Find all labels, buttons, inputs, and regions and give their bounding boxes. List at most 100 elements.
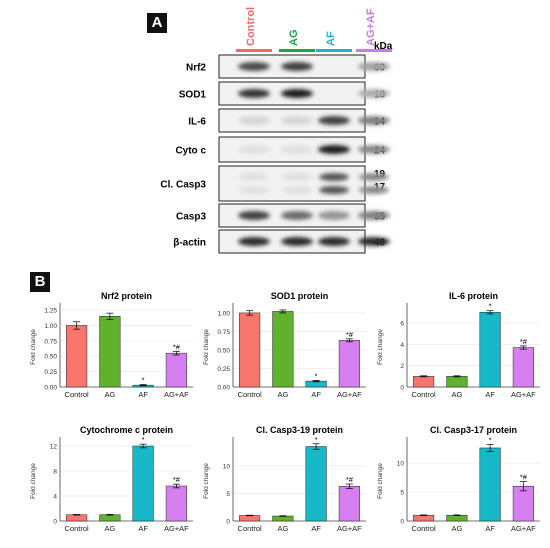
chart-title: Cl. Casp3-19 protein <box>256 425 343 435</box>
x-tick-label: AG <box>277 390 288 399</box>
bar <box>446 514 468 522</box>
y-tick-label: 0 <box>53 519 57 526</box>
blot-band <box>239 186 269 194</box>
x-tick-label: AG+AF <box>164 390 189 399</box>
blot-band <box>281 145 313 154</box>
x-tick-label: AG <box>277 524 288 533</box>
x-tick-label: AG <box>451 390 462 399</box>
x-tick-label: Control <box>238 390 263 399</box>
kda-header: kDa <box>374 41 393 52</box>
bar <box>165 485 187 522</box>
blot-band <box>281 211 313 220</box>
blot-band <box>319 186 349 194</box>
x-tick-label: AG <box>104 524 115 533</box>
blot-band <box>238 237 270 246</box>
protein-label: Casp3 <box>176 212 206 223</box>
y-tick-label: 0.50 <box>44 354 57 361</box>
lane-underline <box>279 49 315 52</box>
y-axis-label: Fold change <box>30 329 37 365</box>
blot-row: Cl. Casp31917 <box>160 165 389 202</box>
y-axis-label: Fold change <box>203 463 210 499</box>
significance-mark: *# <box>173 475 181 484</box>
significance-mark: *# <box>346 330 354 339</box>
blot-band <box>358 211 390 220</box>
x-tick-label: AF <box>311 390 321 399</box>
chart-title: IL-6 protein <box>449 291 498 301</box>
x-tick-label: AG+AF <box>511 524 536 533</box>
blot-band <box>358 116 390 125</box>
y-tick-label: 4 <box>53 494 57 501</box>
lane-underline <box>356 49 392 52</box>
blot-row: Cyto c24 <box>175 136 390 163</box>
y-tick-label: 6 <box>400 321 404 328</box>
y-tick-label: 0 <box>226 519 230 526</box>
blot-band <box>238 62 270 71</box>
lane-header: AF <box>325 31 337 46</box>
y-tick-label: 5 <box>400 490 404 497</box>
y-tick-label: 0 <box>400 519 404 526</box>
significance-mark: *# <box>346 475 354 484</box>
blot-band <box>318 237 350 246</box>
bar <box>413 514 435 522</box>
chart-cytochrome-c: Cytochrome c protein Fold change 0 4 8 12 Cont… <box>25 421 200 546</box>
x-tick-label: AG+AF <box>337 390 362 399</box>
y-tick-label: 0.75 <box>44 338 57 345</box>
x-tick-label: Control <box>412 524 437 533</box>
x-tick-label: AG+AF <box>164 524 189 533</box>
bar <box>239 312 261 388</box>
blot-band <box>318 211 350 220</box>
chart-title: Cytochrome c protein <box>80 425 173 435</box>
blot-band <box>281 116 313 125</box>
significance-mark: *# <box>173 342 181 351</box>
bar <box>479 447 501 522</box>
chart-il6: IL-6 protein Fold change 0 2 4 6 Control AG * AF *… <box>372 287 547 412</box>
panel-a-label: A <box>147 13 167 33</box>
significance-mark: * <box>315 435 318 444</box>
significance-mark: * <box>142 376 145 385</box>
blot-band <box>318 145 350 154</box>
protein-label: IL-6 <box>188 117 206 128</box>
bar <box>132 445 154 522</box>
y-tick-label: 1.00 <box>44 323 57 330</box>
y-tick-label: 1.00 <box>217 310 230 317</box>
y-tick-label: 0.25 <box>217 366 230 373</box>
bar <box>99 514 121 522</box>
blot-band <box>319 173 349 181</box>
significance-mark: *# <box>520 473 528 482</box>
lane-header: AG+AF <box>365 8 377 46</box>
x-tick-label: Control <box>65 524 90 533</box>
blot-band <box>238 211 270 220</box>
blot-band <box>282 173 312 181</box>
blot-band <box>239 173 269 181</box>
y-tick-label: 12 <box>50 444 58 451</box>
chart-title: Nrf2 protein <box>101 291 152 301</box>
lane-underline <box>236 49 272 52</box>
y-tick-label: 0.00 <box>44 385 57 392</box>
blot-band <box>318 116 350 125</box>
bar <box>512 347 534 388</box>
y-tick-label: 8 <box>53 469 57 476</box>
y-tick-label: 0 <box>400 385 404 392</box>
y-tick-label: 10 <box>397 461 405 468</box>
x-tick-label: AF <box>311 524 321 533</box>
y-tick-label: 4 <box>400 342 404 349</box>
bar <box>479 312 501 388</box>
y-axis-label: Fold change <box>203 329 210 365</box>
x-tick-label: Control <box>412 390 437 399</box>
blot-band <box>359 186 389 194</box>
y-tick-label: 0.25 <box>44 369 57 376</box>
x-tick-label: AG+AF <box>337 524 362 533</box>
blot-band <box>281 89 313 98</box>
y-tick-label: 10 <box>223 463 231 470</box>
bar <box>272 515 294 522</box>
blot-row: Casp335 <box>176 203 390 228</box>
blot-band <box>282 186 312 194</box>
chart-sod1: SOD1 protein Fold change 0.00 0.25 0.50 0.75 1… <box>198 287 373 412</box>
blot-band <box>358 62 390 71</box>
bar <box>338 485 360 522</box>
significance-mark: * <box>315 371 318 380</box>
blot-band <box>281 62 313 71</box>
lane-header: Control <box>245 7 257 46</box>
x-tick-label: AF <box>138 390 148 399</box>
y-axis-label: Fold change <box>377 463 384 499</box>
